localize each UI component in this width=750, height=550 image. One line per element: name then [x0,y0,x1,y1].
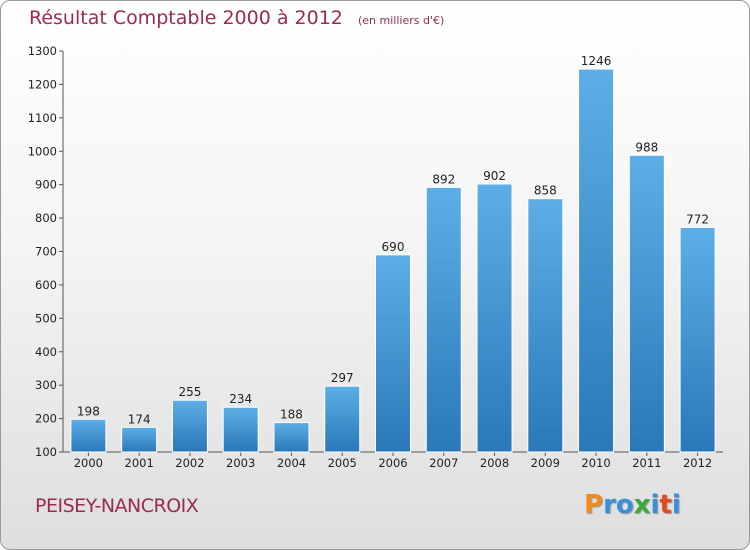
y-tick-label: 400 [35,345,57,359]
proxiti-logo[interactable]: Proxiti [584,490,681,520]
logo-letter: P [584,490,604,520]
y-tick-label: 1300 [28,44,57,58]
bar-2006 [375,254,411,453]
bar-value-label: 234 [229,392,252,406]
y-tick-label: 300 [35,378,57,392]
x-tick-label: 2009 [531,456,560,470]
x-tick-label: 2002 [175,456,204,470]
bar-value-label: 255 [178,385,201,399]
bar-labels: 198 174 255 234 188 297 690 892 902 858 1246 988 772 [77,54,709,426]
bar-value-label: 198 [77,404,100,418]
y-tick-label: 100 [35,445,57,459]
chart-title-main: Résultat Comptable 2000 à 2012 [29,7,343,29]
logo-letter: r [603,490,616,520]
bar-2005 [324,385,361,453]
x-tick-label: 2001 [125,456,154,470]
y-tick-label: 800 [35,211,57,225]
bar-value-label: 188 [280,408,303,422]
bar-value-label: 988 [635,140,658,154]
bar-2003 [222,406,259,453]
x-tick-label: 2008 [480,456,509,470]
y-tick-label: 500 [35,311,57,325]
x-tick-label: 2000 [74,456,103,470]
bar-2000 [70,418,107,453]
bar-value-label: 690 [382,240,405,254]
y-tick-label: 1000 [28,144,57,158]
bar-value-label: 174 [128,412,151,426]
x-tick-label: 2003 [226,456,255,470]
bar-2001 [121,426,158,453]
chart-title: Résultat Comptable 2000 à 2012 (en milli… [29,7,444,29]
bar-value-label: 892 [432,172,455,186]
bar-value-label: 772 [686,212,709,226]
bar-value-label: 902 [483,169,506,183]
logo-letter: t [659,490,672,520]
x-tick-label: 2012 [683,456,712,470]
bar-value-label: 1246 [581,54,612,68]
logo-letter: i [650,490,660,520]
chart-subtitle: (en milliers d'€) [357,14,445,27]
bar-2002 [171,399,208,453]
bar-2007 [425,186,462,453]
x-tick-label: 2010 [581,456,610,470]
x-tick-label: 2006 [378,456,407,470]
logo-letter: o [615,490,634,520]
x-tick-label: 2005 [328,456,357,470]
y-tick-label: 200 [35,412,57,426]
y-tick-label: 900 [35,178,57,192]
bar-2011 [628,154,665,453]
bar-2004 [273,422,310,453]
bar-2010 [578,68,615,453]
x-tick-label: 2004 [277,456,306,470]
y-tick-label: 600 [35,278,57,292]
y-tick-label: 1100 [28,111,57,125]
bar-value-label: 858 [534,184,557,198]
y-tick-label: 700 [35,245,57,259]
bar-2012 [679,226,716,453]
x-tick-label: 2007 [429,456,458,470]
logo-letter: i [671,490,681,520]
x-tick-label: 2011 [632,456,661,470]
y-tick-label: 1200 [28,77,57,91]
logo-letter: x [633,490,651,520]
commune-name: PEISEY-NANCROIX [35,495,199,517]
bar-2009 [527,198,564,453]
bars [70,68,716,453]
bar-value-label: 297 [331,371,354,385]
bar-2008 [476,183,513,453]
